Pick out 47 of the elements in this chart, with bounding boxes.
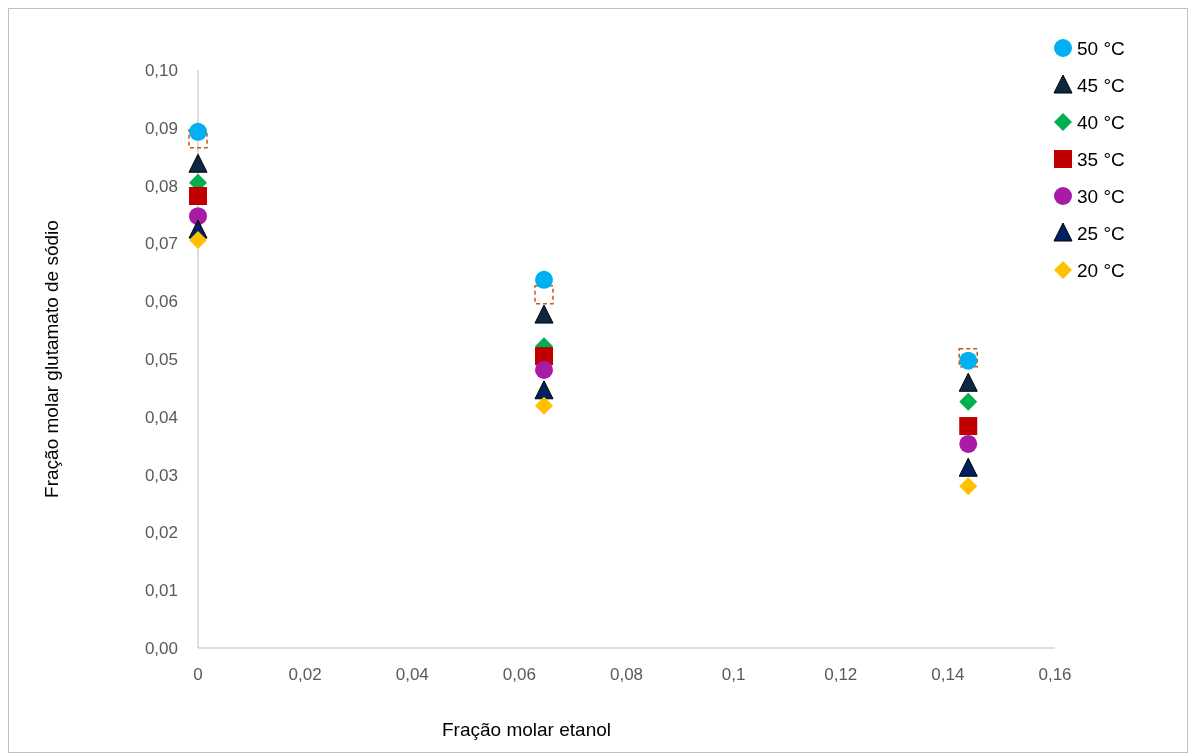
x-tick-label: 0,14 bbox=[931, 665, 965, 684]
point bbox=[535, 270, 554, 289]
y-tick-label: 0,03 bbox=[144, 465, 178, 485]
y-tick-label: 0,06 bbox=[144, 292, 178, 312]
y-tick-label: 0,01 bbox=[144, 581, 178, 601]
point bbox=[534, 304, 554, 324]
y-tick-label: 0,02 bbox=[144, 523, 178, 543]
point bbox=[189, 230, 207, 249]
point bbox=[534, 285, 554, 305]
point bbox=[959, 477, 978, 496]
legend-label: 20 °C bbox=[1077, 259, 1125, 281]
point bbox=[189, 207, 207, 226]
y-tick-label: 0,00 bbox=[144, 638, 178, 658]
y-tick-label: 0,08 bbox=[144, 176, 178, 196]
legend-label: 40 °C bbox=[1077, 111, 1125, 133]
legend-label: 50 °C bbox=[1077, 37, 1125, 59]
point bbox=[958, 372, 978, 392]
x-tick-label: 0,06 bbox=[502, 665, 536, 684]
x-tick-label: 0,1 bbox=[721, 665, 746, 684]
x-tick-label: 0 bbox=[193, 665, 203, 684]
x-tick-label: 0,02 bbox=[288, 665, 322, 684]
x-tick-label: 0,08 bbox=[609, 665, 644, 684]
point bbox=[189, 122, 207, 141]
x-tick-label: 0,16 bbox=[1038, 665, 1072, 684]
legend-label: 45 °C bbox=[1077, 74, 1125, 96]
y-tick-label: 0,04 bbox=[144, 407, 178, 427]
point bbox=[534, 380, 554, 400]
point bbox=[189, 187, 207, 205]
point bbox=[959, 417, 978, 436]
point bbox=[188, 153, 208, 173]
y-axis-title: Fração molar glutamato de sódio bbox=[41, 220, 62, 498]
legend-label: 35 °C bbox=[1077, 148, 1125, 170]
point bbox=[535, 396, 554, 415]
y-tick-label: 0,07 bbox=[144, 234, 178, 254]
x-axis-title: Fração molar etanol bbox=[442, 719, 611, 740]
legend-label: 25 °C bbox=[1077, 222, 1125, 244]
x-tick-label: 0,04 bbox=[395, 665, 429, 684]
point bbox=[958, 457, 978, 477]
point bbox=[959, 392, 978, 411]
point bbox=[959, 434, 978, 453]
legend-label: 30 °C bbox=[1077, 185, 1125, 207]
y-tick-label: 0,05 bbox=[144, 349, 178, 369]
point bbox=[188, 129, 208, 149]
y-tick-label: 0,10 bbox=[144, 60, 178, 80]
point bbox=[535, 360, 554, 379]
y-tick-label: 0,09 bbox=[144, 118, 178, 138]
x-tick-label: 0,12 bbox=[824, 665, 858, 684]
